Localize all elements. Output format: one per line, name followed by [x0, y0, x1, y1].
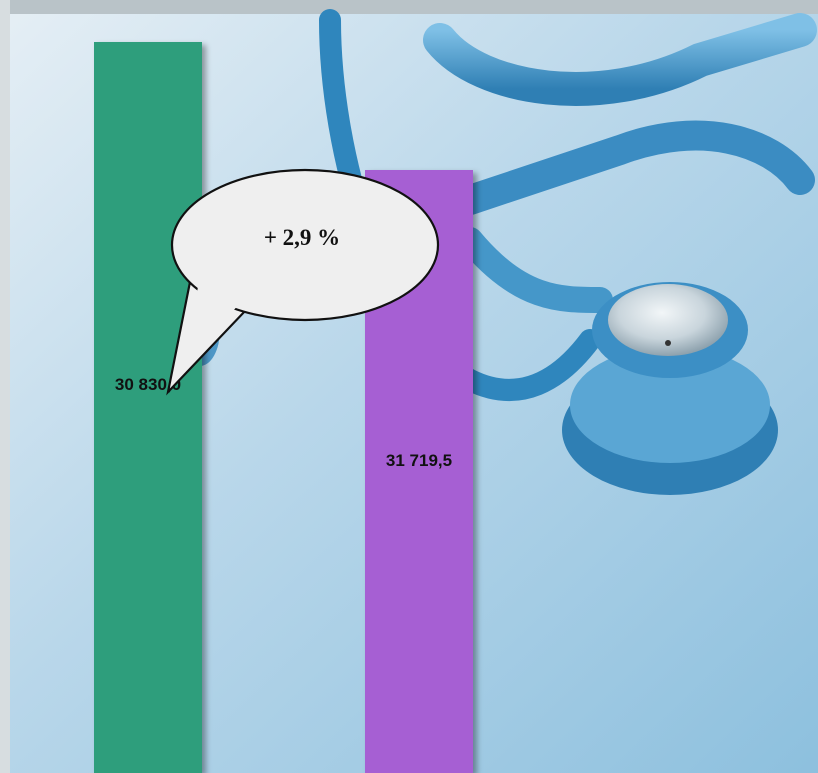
bar-value-label: 30 830,0 [115, 375, 181, 394]
bar-value-label: 31 719,5 [386, 451, 452, 470]
callout-bubble: + 2,9 % [166, 168, 440, 396]
bar-1 [94, 42, 202, 773]
callout-text: + 2,9 % [264, 225, 340, 250]
